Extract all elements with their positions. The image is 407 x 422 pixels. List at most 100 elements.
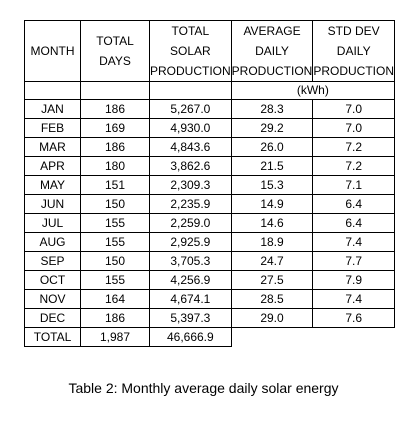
cell-std: 7.4 [312,289,396,309]
cell-days: 155 [80,213,150,233]
cell-total: 3,862.6 [149,156,232,176]
header-total-days-line-1: TOTAL [96,34,134,48]
cell-total: 3,705.3 [149,251,232,271]
cell-month: OCT [24,270,81,290]
cell-days: 186 [80,137,150,157]
cell-avg: 28.3 [230,99,314,119]
cell-days: 169 [80,118,150,138]
cell-avg: 29.2 [230,118,314,138]
cell-avg: 24.7 [230,251,314,271]
header-total-solar: TOTAL SOLAR PRODUCTION [149,20,232,82]
cell-total: 2,925.9 [149,232,232,252]
solar-table-container: MONTH TOTAL DAYS TOTAL SOLAR PRODUCTION … [24,20,396,347]
cell-avg: 21.5 [230,156,314,176]
cell-std: 7.2 [312,137,396,157]
table-row: JUL 155 2,259.0 14.6 6.4 [24,213,396,233]
cell-month: FEB [24,118,81,138]
cell-month: JAN [24,99,81,119]
cell-std: 7.7 [312,251,396,271]
table-body: JAN 186 5,267.0 28.3 7.0 FEB 169 4,930.0 29.2 7.0… [24,99,396,347]
cell-month: NOV [24,289,81,309]
header-total-solar-line-2: SOLAR [169,44,211,58]
cell-std: 7.0 [312,99,396,119]
header-std-dev-line-1: STD DEV [327,24,380,38]
cell-avg: 27.5 [230,270,314,290]
cell-month: DEC [24,308,81,328]
cell-month: SEP [24,251,81,271]
cell-month: MAR [24,137,81,157]
cell-std: 7.2 [312,156,396,176]
table-row: AUG 155 2,925.9 18.9 7.4 [24,232,396,252]
cell-std: 6.4 [312,194,396,214]
cell-total: 2,309.3 [149,175,232,195]
table-row: SEP 150 3,705.3 24.7 7.7 [24,251,396,271]
cell-total: 5,397.3 [149,308,232,328]
cell-avg: 15.3 [230,175,314,195]
cell-avg: 14.9 [230,194,314,214]
total-row: TOTAL 1,987 46,666.9 [24,327,395,347]
header-avg-daily-line-2: DAILY [255,44,289,58]
table-row: MAR 186 4,843.6 26.0 7.2 [24,137,396,157]
cell-days: 164 [80,289,150,309]
unit-spacer-total [149,81,232,100]
cell-days: 155 [80,232,150,252]
unit-spacer-month [24,81,81,100]
table-caption: Table 2: Monthly average daily solar ene… [68,380,339,396]
table-row: DEC 186 5,397.3 29.0 7.6 [24,308,396,328]
header-std-dev-line-3: PRODUCTION [313,64,395,78]
header-std-dev-line-2: DAILY [336,44,371,58]
cell-avg: 28.5 [230,289,314,309]
header-std-dev: STD DEV DAILY PRODUCTION [312,20,396,82]
cell-month: JUL [24,213,81,233]
cell-total: 2,235.9 [149,194,232,214]
header-avg-daily-line-1: AVERAGE [243,24,301,38]
table-row: APR 180 3,862.6 21.5 7.2 [24,156,396,176]
cell-avg: 29.0 [230,308,314,328]
cell-std: 7.4 [312,232,396,252]
header-total-solar-line-1: TOTAL [171,24,210,38]
cell-days: 180 [80,156,150,176]
unit-spacer-days [80,81,150,100]
header-total-days: TOTAL DAYS [80,20,150,82]
header-total-days-line-2: DAYS [99,54,131,68]
table-row: JAN 186 5,267.0 28.3 7.0 [24,99,396,119]
cell-days: 150 [80,251,150,271]
header-month: MONTH [24,20,81,82]
cell-month: JUN [24,194,81,214]
table-row: OCT 155 4,256.9 27.5 7.9 [24,270,396,290]
solar-production-table: MONTH TOTAL DAYS TOTAL SOLAR PRODUCTION … [24,20,396,347]
cell-days: 151 [80,175,150,195]
cell-total: 4,843.6 [149,137,232,157]
cell-avg: 26.0 [230,137,314,157]
cell-std: 7.6 [312,308,396,328]
cell-month: AUG [24,232,81,252]
total-empty-space [231,328,394,347]
cell-month: APR [24,156,81,176]
cell-days: 186 [80,308,150,328]
total-production: 46,666.9 [149,327,232,347]
cell-total: 2,259.0 [149,213,232,233]
cell-days: 150 [80,194,150,214]
total-days: 1,987 [80,327,150,347]
cell-days: 155 [80,270,150,290]
table-row: JUN 150 2,235.9 14.9 6.4 [24,194,396,214]
cell-total: 4,930.0 [149,118,232,138]
header-avg-daily: AVERAGE DAILY PRODUCTION [230,20,314,82]
cell-avg: 14.6 [230,213,314,233]
table-row: MAY 151 2,309.3 15.3 7.1 [24,175,396,195]
cell-total: 4,256.9 [149,270,232,290]
cell-std: 6.4 [312,213,396,233]
unit-label: (kWh) [230,81,396,100]
cell-std: 7.0 [312,118,396,138]
header-avg-daily-line-3: PRODUCTION [231,64,313,78]
cell-std: 7.9 [312,270,396,290]
table-row: NOV 164 4,674.1 28.5 7.4 [24,289,396,309]
total-label: TOTAL [24,327,81,347]
cell-total: 5,267.0 [149,99,232,119]
cell-std: 7.1 [312,175,396,195]
cell-month: MAY [24,175,81,195]
header-total-solar-line-3: PRODUCTION [150,64,231,78]
cell-days: 186 [80,99,150,119]
cell-total: 4,674.1 [149,289,232,309]
cell-avg: 18.9 [230,232,314,252]
